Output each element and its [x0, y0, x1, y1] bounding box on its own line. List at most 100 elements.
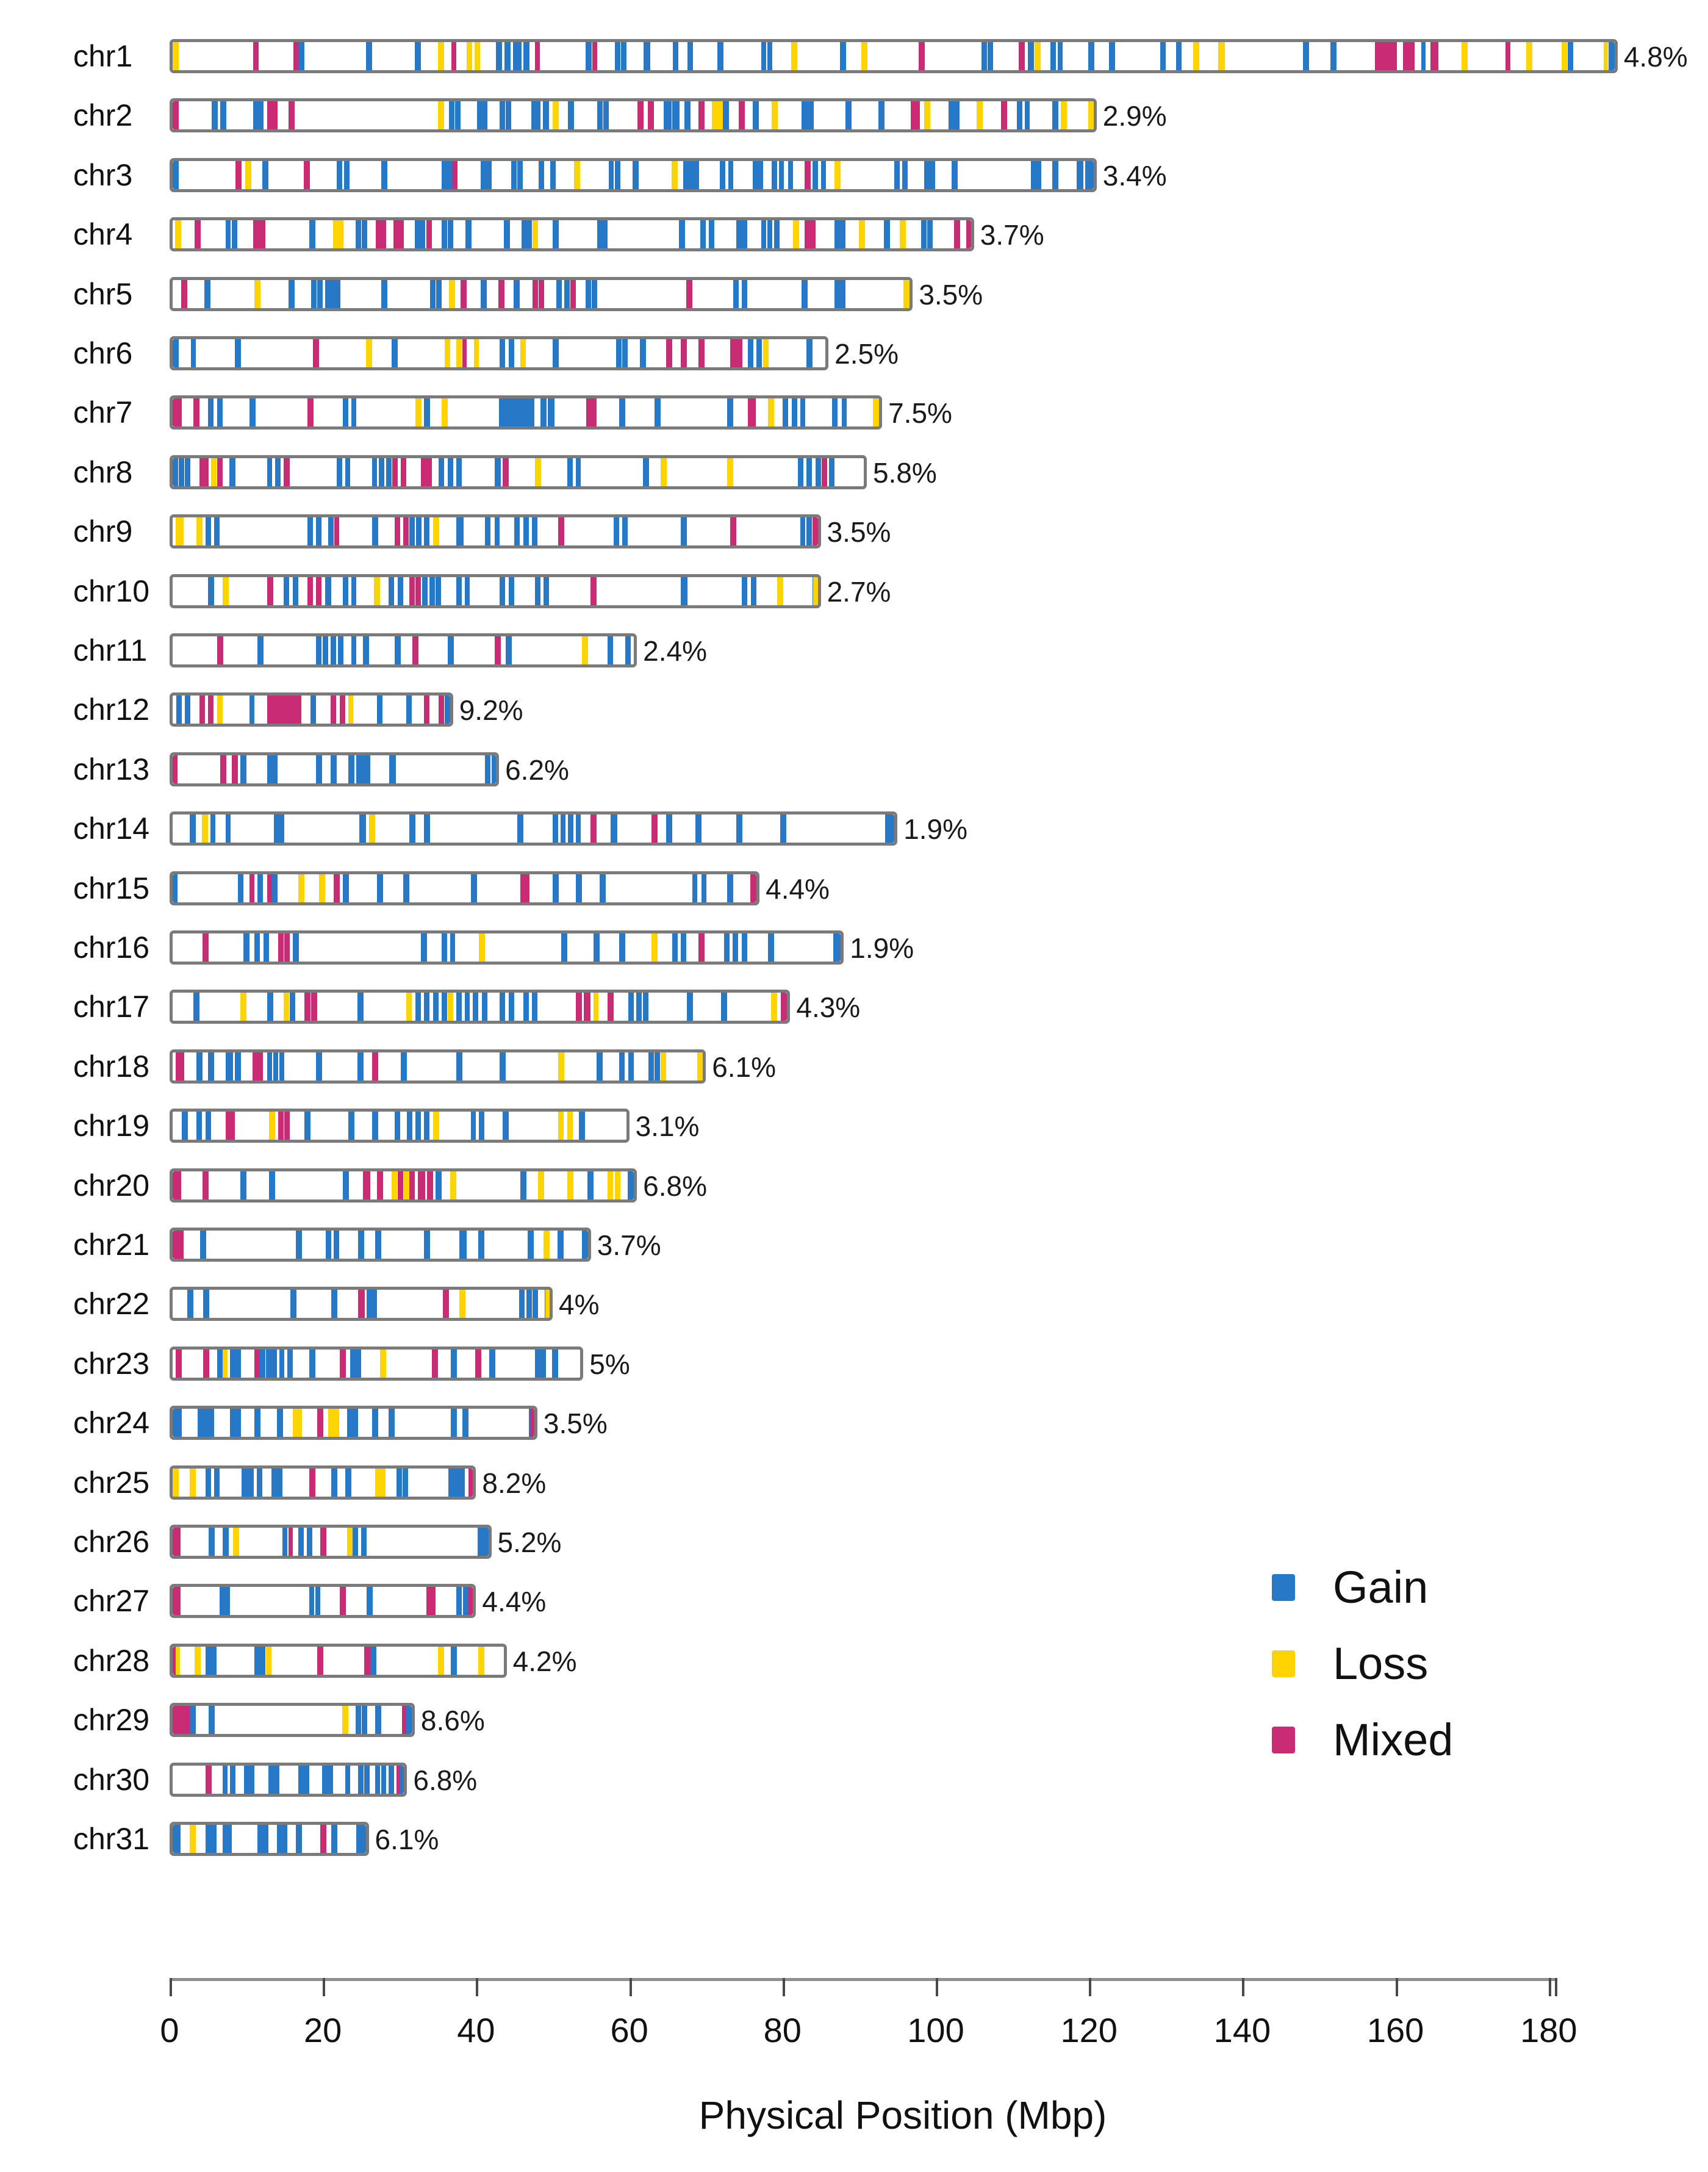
cnv-band-mixed — [409, 577, 415, 605]
cnv-band-gain — [695, 814, 702, 843]
cnv-band-gain — [494, 458, 501, 486]
cnv-band-gain — [415, 993, 421, 1021]
cnv-band-gain — [523, 993, 529, 1021]
cnv-band-gain — [927, 220, 933, 249]
cnv-band-gain — [459, 1231, 467, 1259]
cnv-band-mixed — [231, 755, 238, 783]
cnv-band-mixed — [590, 577, 597, 605]
cnv-band-gain — [727, 874, 734, 902]
cnv-band-mixed — [217, 636, 223, 664]
cnv-band-gain — [220, 101, 226, 130]
cnv-band-gain — [271, 1468, 277, 1497]
cnv-band-gain — [526, 1290, 533, 1318]
chromosome-bar-chr15 — [170, 871, 760, 905]
cnv-band-gain — [338, 636, 344, 664]
cnv-band-loss — [217, 696, 223, 724]
cnv-band-gain — [456, 458, 462, 486]
cnv-band-loss — [608, 1171, 614, 1199]
cnv-band-mixed — [293, 42, 300, 70]
chromosome-bar-chr21 — [170, 1228, 591, 1262]
cnv-band-loss — [233, 1528, 240, 1556]
cnv-band-gain — [436, 279, 442, 308]
cnv-band-gain — [257, 636, 264, 664]
cnv-band-gain — [231, 220, 237, 249]
cnv-band-gain — [315, 1052, 322, 1081]
cnv-band-gain — [561, 933, 567, 962]
legend-label-loss: Loss — [1333, 1638, 1429, 1689]
cnv-band-gain — [680, 933, 686, 962]
cnv-band-gain — [234, 1052, 241, 1081]
cnv-band-gain — [902, 160, 908, 189]
cnv-band-gain — [288, 279, 295, 308]
cnv-band-gain — [198, 1409, 204, 1437]
percent-label-chr2: 2.9% — [1102, 100, 1167, 132]
cnv-band-mixed — [590, 814, 597, 843]
cnv-band-gain — [328, 517, 334, 546]
cnv-band-loss — [176, 517, 184, 546]
cnv-band-gain — [267, 755, 278, 783]
cnv-band-gain — [761, 220, 767, 249]
x-axis-tick-label-120: 120 — [1060, 2011, 1118, 2049]
percent-label-chr5: 3.5% — [919, 278, 983, 311]
cnv-band-gain — [179, 458, 184, 486]
cnv-band-mixed — [303, 160, 310, 189]
cnv-band-mixed — [357, 1290, 365, 1318]
cnv-band-mixed — [307, 398, 314, 427]
percent-label-chr27: 4.4% — [482, 1586, 547, 1618]
cnv-band-mixed — [748, 398, 756, 427]
cnv-band-gain — [949, 101, 955, 130]
cnv-band-gain — [1609, 42, 1615, 70]
cnv-band-gain — [207, 398, 214, 427]
cnv-band-mixed — [426, 220, 432, 249]
cnv-band-gain — [361, 1528, 367, 1556]
cnv-band-mixed — [203, 1171, 209, 1199]
chromosome-label-chr19: chr19 — [73, 1109, 150, 1143]
cnv-band-gain — [614, 42, 620, 70]
chromosome-bar-chr18 — [170, 1049, 706, 1084]
cnv-band-gain — [791, 398, 797, 427]
cnv-band-gain — [672, 933, 678, 962]
cnv-band-loss — [772, 101, 778, 130]
cnv-band-loss — [538, 1171, 545, 1199]
cnv-band-gain — [543, 577, 549, 605]
cnv-band-gain — [309, 220, 315, 249]
cnv-band-loss — [558, 1112, 564, 1140]
cnv-band-gain — [512, 42, 522, 70]
cnv-band-gain — [514, 517, 520, 546]
chromosome-bar-track-chr26 — [173, 1528, 489, 1556]
cnv-band-gain — [353, 1528, 358, 1556]
cnv-band-mixed — [173, 1706, 190, 1735]
cnv-band-gain — [820, 160, 827, 189]
cnv-band-gain — [456, 1587, 462, 1616]
chromosome-label-chr4: chr4 — [73, 217, 133, 252]
cnv-band-gain — [273, 814, 279, 843]
cnv-band-gain — [812, 160, 818, 189]
cnv-band-mixed — [401, 1706, 408, 1735]
cnv-band-gain — [767, 220, 773, 249]
cnv-band-gain — [310, 696, 316, 724]
cnv-band-gain — [377, 874, 384, 902]
cnv-band-gain — [224, 1587, 231, 1616]
cnv-band-mixed — [203, 1349, 210, 1378]
cnv-band-loss — [467, 42, 473, 70]
cnv-band-gain — [348, 1112, 354, 1140]
cnv-band-gain — [416, 517, 422, 546]
x-axis-title: Physical Position (Mbp) — [698, 2093, 1107, 2137]
cnv-band-gain — [981, 42, 988, 70]
cnv-band-gain — [317, 279, 323, 308]
cnv-band-gain — [267, 458, 273, 486]
chromosome-bar-track-chr5 — [173, 279, 910, 308]
cnv-band-gain — [447, 636, 454, 664]
cnv-band-gain — [331, 1468, 338, 1497]
cnv-band-gain — [240, 1171, 246, 1199]
cnv-band-gain — [506, 636, 512, 664]
cnv-band-mixed — [427, 1171, 434, 1199]
cnv-band-gain — [229, 458, 235, 486]
cnv-band-gain — [494, 517, 500, 546]
cnv-band-gain — [253, 101, 259, 130]
cnv-band-mixed — [267, 874, 273, 902]
cnv-band-gain — [550, 160, 556, 189]
cnv-band-gain — [345, 1765, 351, 1794]
cnv-band-gain — [276, 1409, 283, 1437]
chromosome-label-chr3: chr3 — [73, 157, 133, 192]
